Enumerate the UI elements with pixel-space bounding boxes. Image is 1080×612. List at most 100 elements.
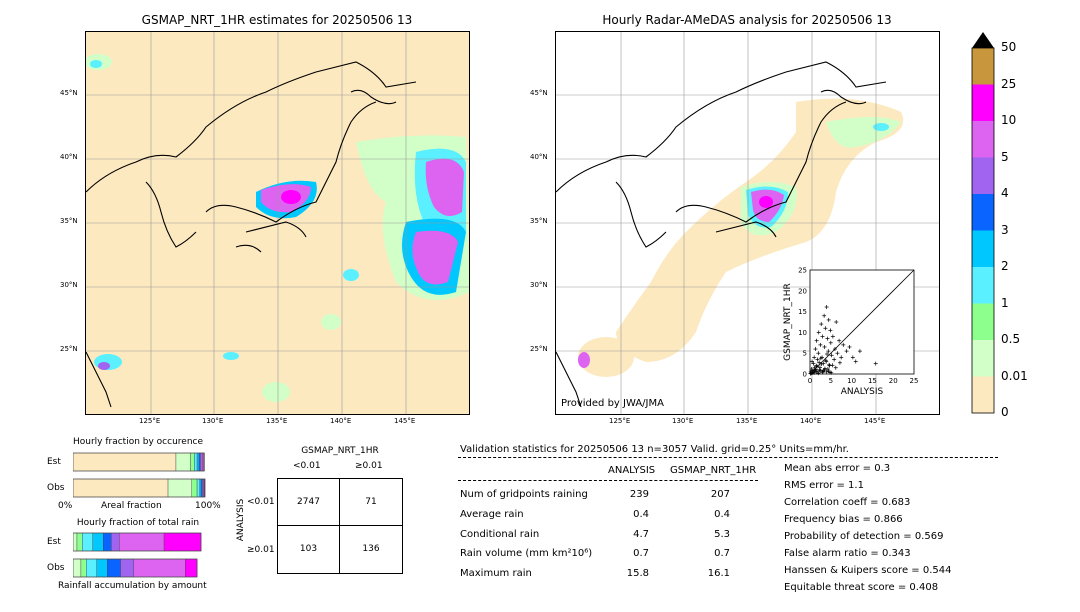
scatter-xtick: 10 (847, 377, 856, 385)
scatter-point (839, 355, 844, 360)
scatter-ytick: 0 (803, 371, 807, 379)
scatter-point (847, 344, 852, 349)
right-coastline (556, 61, 887, 408)
bar-outline (73, 478, 206, 498)
bar-segment (85, 558, 97, 578)
bar-segment (191, 478, 198, 498)
scatter-point (816, 351, 821, 356)
left-map-title: GSMAP_NRT_1HR estimates for 20250506 13 (141, 13, 413, 27)
scatter-ylabel: GSMAP_NRT_1HR (783, 283, 793, 361)
scatter-point (850, 355, 855, 360)
total-rain-est-label: Est (47, 537, 61, 547)
stat-analysis: 0.4 (633, 509, 649, 520)
scatter-point (833, 365, 838, 370)
scatter-xtick: 15 (868, 377, 877, 385)
total-rain-obs-label: Obs (47, 563, 65, 573)
scatter-point (826, 369, 831, 374)
right-lon-tick: 130°E (672, 417, 694, 425)
left-lon-tick: 130°E (202, 417, 224, 425)
scatter-point (827, 363, 832, 368)
left-lat-tick: 30°N (60, 281, 78, 289)
scatter-point (812, 355, 817, 360)
colorbar-extend-arrow (972, 32, 994, 48)
total-rain-bars (73, 532, 202, 578)
scatter-point (830, 363, 835, 368)
right-lat-tick: 40°N (530, 153, 548, 161)
scatter-point (822, 367, 827, 372)
scatter-point (825, 367, 830, 372)
scatter-point (813, 367, 818, 372)
validation-col-analysis: ANALYSIS (608, 465, 656, 476)
bar-segment (196, 478, 200, 498)
right-lon-tick: 140°E (800, 417, 822, 425)
score-line: Correlation coeff = 0.683 (784, 497, 911, 508)
bar-outline (73, 558, 198, 578)
scatter-point (810, 371, 815, 376)
scatter-xlabel: ANALYSIS (841, 387, 884, 397)
scatter-point (815, 357, 820, 362)
scatter-point (819, 362, 824, 367)
colorbar-segment (972, 267, 994, 304)
stat-label: Rain volume (mm km²10⁶) (460, 548, 593, 559)
scatter-point (822, 344, 827, 349)
scatter-point (825, 352, 830, 357)
bar-segment (96, 558, 108, 578)
scatter-point (834, 320, 839, 324)
colorbar-tick-label: 0.01 (1001, 368, 1028, 383)
bar-segment (163, 532, 202, 552)
scatter-point (826, 349, 831, 354)
scatter-ytick: 5 (803, 350, 807, 358)
scatter-point (826, 317, 831, 322)
bar-segment (73, 478, 169, 498)
stat-gsmap: 207 (710, 489, 730, 500)
bar-segment (133, 558, 186, 578)
stat-label: Maximum rain (460, 568, 532, 579)
left-lon-tick: 135°E (266, 417, 288, 425)
right-rain-field (578, 98, 904, 377)
scatter-point (873, 361, 878, 366)
score-line: Hanssen & Kuipers score = 0.544 (784, 565, 952, 576)
left-lat-tick: 45°N (60, 89, 78, 97)
scatter-point (857, 349, 862, 354)
score-line: Equitable threat score = 0.408 (784, 582, 939, 593)
score-line: False alarm ratio = 0.343 (784, 548, 911, 559)
left-lon-tick: 140°E (330, 417, 352, 425)
scatter-xtick: 20 (889, 377, 898, 385)
contingency-cell: 103 (299, 544, 318, 554)
occurrence-xmin: 0% (58, 501, 73, 511)
stat-gsmap: 5.3 (714, 529, 730, 540)
occurrence-obs-label: Obs (47, 483, 65, 493)
scatter-point (844, 349, 849, 354)
left-lat-tick: 35°N (60, 217, 78, 225)
scatter-ytick: 25 (798, 267, 807, 275)
validation-header: Validation statistics for 20250506 13 n=… (460, 444, 849, 455)
right-lat-tick: 45°N (530, 89, 548, 97)
scatter-point (821, 368, 826, 373)
scatter-point (816, 371, 821, 376)
scatter-point (817, 365, 822, 370)
contingency-col-header: <0.01 (293, 461, 321, 471)
stat-analysis: 0.7 (633, 548, 649, 559)
scatter-point (817, 367, 822, 372)
scatter-point (832, 357, 837, 362)
colorbar-tick-label: 10 (1001, 113, 1017, 127)
scatter-point (816, 330, 821, 335)
scatter-point (837, 360, 842, 365)
right-lon-tick: 145°E (864, 417, 886, 425)
scatter-point (823, 358, 828, 363)
contingency-col-header: ≥0.01 (355, 461, 383, 471)
colorbar-tick-label: 1 (1001, 295, 1009, 310)
scatter-point (824, 369, 829, 374)
scatter-point (822, 313, 827, 318)
scatter-xtick: 5 (829, 377, 833, 385)
provider-credit: Provided by JWA/JMA (561, 398, 664, 409)
scatter-ytick: 15 (798, 308, 807, 316)
scatter-point (818, 356, 823, 361)
bar-segment (76, 532, 83, 552)
bar-segment (120, 558, 134, 578)
left-lat-tick: 25°N (60, 345, 78, 353)
scatter-point (837, 338, 842, 343)
validation-divider (458, 457, 998, 458)
scatter-point (828, 340, 833, 345)
scatter-point (811, 361, 816, 366)
